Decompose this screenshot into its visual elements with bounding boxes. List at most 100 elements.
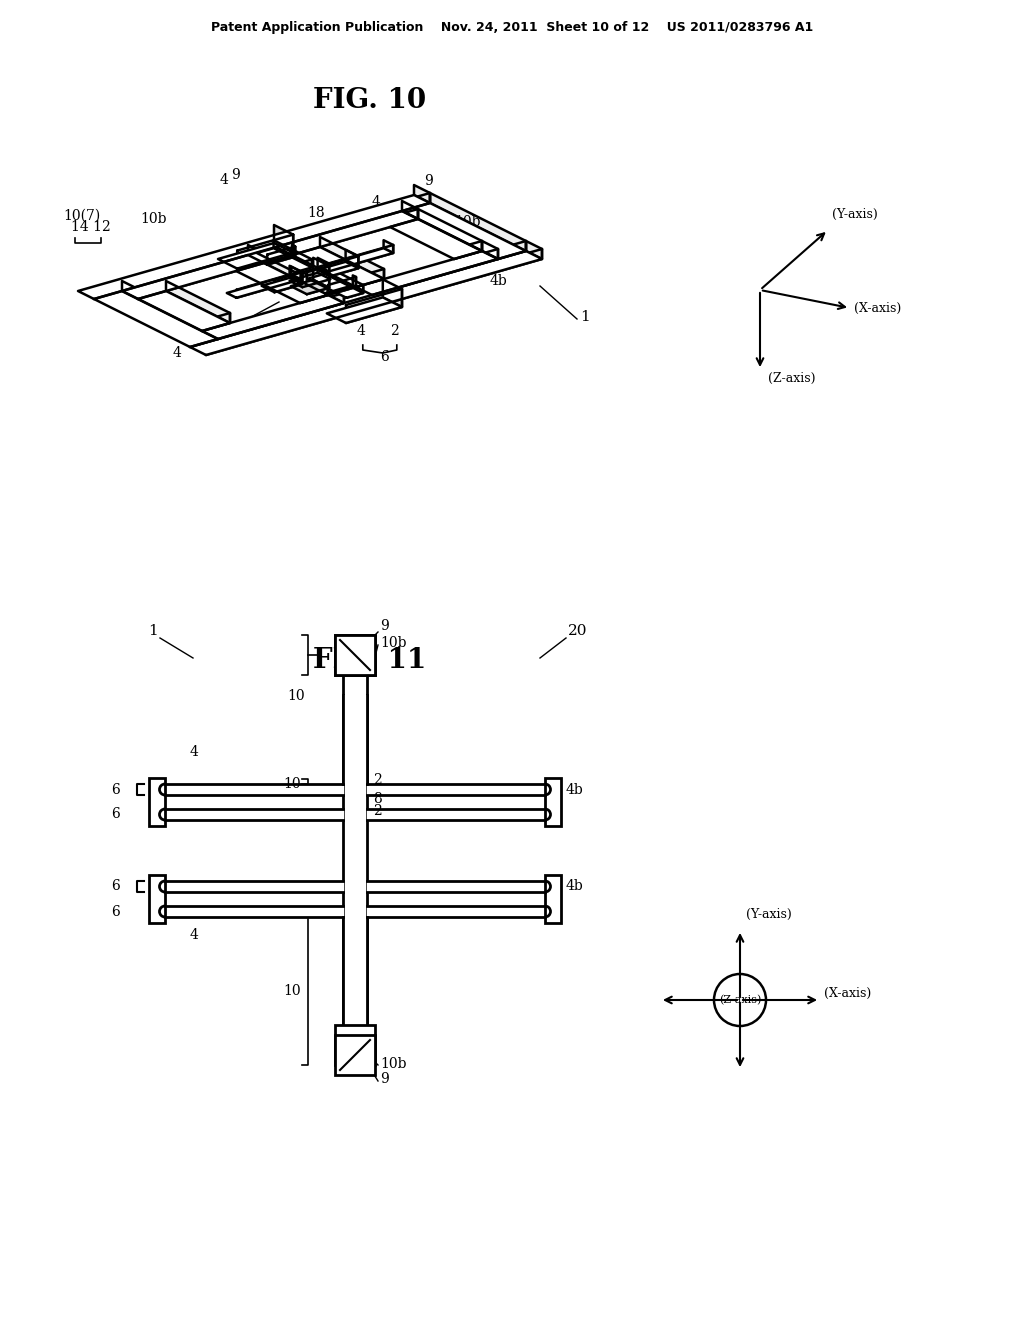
Text: 4b: 4b (566, 783, 584, 796)
Text: 20: 20 (568, 624, 588, 638)
Polygon shape (367, 809, 545, 820)
Polygon shape (328, 277, 356, 294)
Bar (343, 696, 367, 784)
Text: 4b: 4b (566, 879, 584, 894)
Polygon shape (78, 195, 430, 300)
Text: 1: 1 (148, 624, 158, 638)
Text: 4b: 4b (490, 275, 508, 288)
Polygon shape (190, 329, 218, 347)
Polygon shape (390, 219, 482, 259)
Text: (Z-axis): (Z-axis) (768, 372, 815, 385)
Text: 10: 10 (283, 983, 301, 998)
Text: 6: 6 (111, 808, 120, 821)
Polygon shape (267, 247, 295, 264)
Text: FIG. 11: FIG. 11 (313, 647, 427, 673)
Polygon shape (273, 240, 312, 268)
Text: 4: 4 (190, 928, 199, 942)
Polygon shape (94, 193, 430, 300)
Polygon shape (122, 255, 264, 300)
Polygon shape (356, 269, 384, 286)
Polygon shape (166, 281, 230, 323)
Polygon shape (291, 280, 329, 294)
Polygon shape (291, 267, 301, 280)
Polygon shape (325, 265, 364, 293)
Text: 6: 6 (111, 783, 120, 796)
Text: FIG. 10: FIG. 10 (313, 87, 427, 114)
Bar (545, 777, 561, 826)
Bar (150, 875, 165, 923)
Polygon shape (327, 297, 402, 323)
Polygon shape (202, 294, 344, 339)
Polygon shape (274, 272, 302, 292)
Polygon shape (325, 285, 356, 294)
Text: 14 12: 14 12 (71, 220, 111, 235)
Text: 10: 10 (287, 689, 304, 704)
Polygon shape (317, 257, 331, 280)
Polygon shape (264, 255, 295, 264)
Polygon shape (319, 238, 384, 279)
Text: 4: 4 (172, 346, 181, 359)
Text: (Y-axis): (Y-axis) (831, 209, 878, 220)
Polygon shape (276, 211, 418, 255)
Polygon shape (346, 289, 402, 323)
Polygon shape (328, 285, 344, 304)
Polygon shape (402, 201, 418, 219)
Text: 1: 1 (580, 310, 590, 323)
Polygon shape (202, 313, 230, 331)
Text: 9: 9 (380, 1072, 389, 1086)
Polygon shape (372, 249, 498, 294)
Text: 4a: 4a (465, 242, 482, 256)
Polygon shape (308, 273, 364, 298)
Polygon shape (317, 261, 358, 276)
Text: (X-axis): (X-axis) (854, 302, 901, 315)
Text: 18: 18 (308, 206, 326, 220)
Polygon shape (292, 209, 418, 255)
Polygon shape (218, 293, 344, 339)
Polygon shape (165, 784, 343, 795)
Polygon shape (402, 203, 526, 259)
Polygon shape (165, 906, 343, 917)
Text: 9: 9 (424, 174, 433, 187)
Polygon shape (94, 290, 218, 347)
Polygon shape (290, 265, 302, 284)
Polygon shape (261, 277, 302, 292)
Polygon shape (237, 272, 301, 298)
Text: 4: 4 (220, 173, 228, 187)
Text: 4: 4 (372, 195, 381, 209)
Polygon shape (218, 243, 293, 268)
Polygon shape (356, 251, 498, 294)
Polygon shape (290, 273, 331, 288)
Polygon shape (367, 906, 545, 917)
Polygon shape (331, 256, 358, 276)
Polygon shape (498, 242, 526, 259)
Polygon shape (346, 285, 364, 298)
Polygon shape (307, 265, 329, 294)
Text: 10b: 10b (454, 215, 480, 228)
Bar (335, 635, 375, 675)
Text: (X-axis): (X-axis) (824, 987, 871, 1001)
Polygon shape (190, 251, 542, 355)
Text: 9: 9 (380, 619, 389, 634)
Text: Patent Application Publication    Nov. 24, 2011  Sheet 10 of 12    US 2011/02837: Patent Application Publication Nov. 24, … (211, 21, 813, 34)
Polygon shape (300, 285, 328, 304)
Polygon shape (295, 260, 312, 272)
Polygon shape (329, 246, 393, 272)
Polygon shape (236, 263, 328, 304)
Polygon shape (384, 240, 393, 253)
Text: 8: 8 (373, 792, 382, 807)
Text: 10(7): 10(7) (63, 209, 101, 222)
Text: 10: 10 (283, 777, 301, 791)
Polygon shape (122, 281, 218, 339)
Polygon shape (302, 264, 331, 288)
Text: 10b: 10b (380, 636, 407, 649)
Polygon shape (206, 249, 542, 355)
Polygon shape (138, 253, 264, 300)
Polygon shape (264, 253, 328, 294)
Bar (335, 1035, 375, 1074)
Text: 10b: 10b (380, 1057, 407, 1071)
Polygon shape (165, 809, 343, 820)
Bar (335, 1026, 375, 1065)
Text: 4: 4 (190, 744, 199, 759)
Polygon shape (257, 248, 312, 272)
Text: 2: 2 (390, 323, 399, 338)
